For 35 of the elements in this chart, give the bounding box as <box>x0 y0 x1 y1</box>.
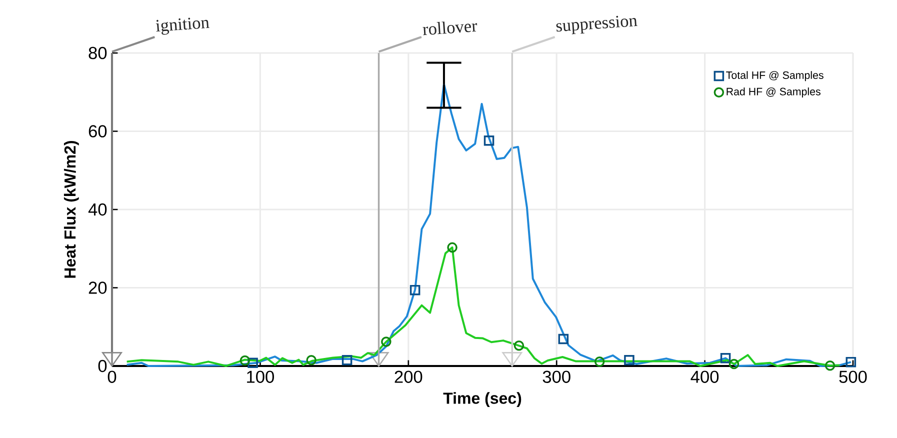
point <box>306 354 316 366</box>
point <box>514 340 524 351</box>
y-tick-label: 80 <box>88 46 107 60</box>
y-tick-label: 60 <box>88 125 107 138</box>
point <box>484 136 494 146</box>
x-tick-label: 0 <box>108 370 116 383</box>
point <box>720 353 731 364</box>
x-tick-label: 200 <box>394 370 422 383</box>
point <box>846 356 856 368</box>
x-tick-label: 300 <box>542 370 570 383</box>
x-tick-label: 100 <box>247 370 274 383</box>
point <box>558 334 569 344</box>
line-series <box>126 83 852 367</box>
point <box>447 242 458 253</box>
x-tick-label: 400 <box>690 370 719 383</box>
legend-label: Total HF @ Samples <box>726 71 824 82</box>
point <box>824 360 836 371</box>
point <box>248 358 258 368</box>
point <box>240 355 250 366</box>
y-tick-label: 20 <box>88 282 107 294</box>
point <box>728 358 740 370</box>
point <box>342 354 352 366</box>
legend-label: Rad HF @ Samples <box>726 88 820 98</box>
y-axis-title: Heat Flux (kW/m2) <box>64 140 79 278</box>
ref-line-label: suppression <box>556 16 638 34</box>
x-axis-title: Time (sec) <box>443 392 522 408</box>
ref-line-label: rollover <box>422 22 478 36</box>
point <box>594 356 605 367</box>
point <box>381 336 392 347</box>
y-tick-label: 0 <box>98 360 107 372</box>
point <box>624 354 634 366</box>
point <box>410 284 420 296</box>
x-tick-label: 500 <box>839 370 867 383</box>
y-tick-label: 40 <box>88 203 107 216</box>
ref-line-label: ignition <box>156 18 210 35</box>
